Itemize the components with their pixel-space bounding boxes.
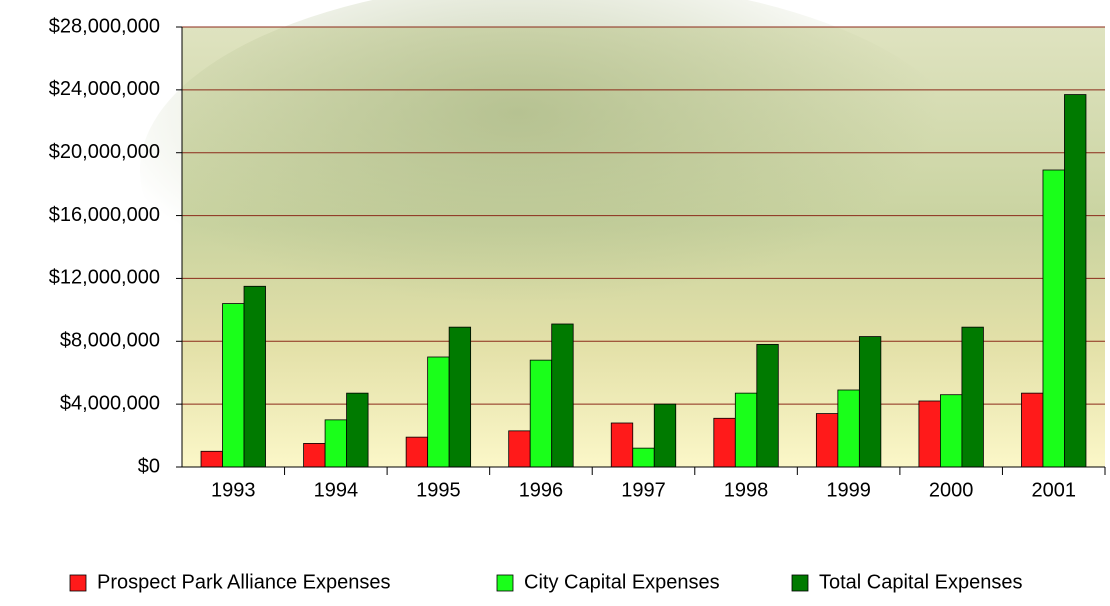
bar [325,420,347,467]
x-tick-label: 1996 [519,479,564,501]
y-tick-label: $28,000,000 [49,15,160,37]
x-tick-label: 1998 [724,479,769,501]
bar [654,404,676,467]
x-tick-label: 1993 [211,479,256,501]
x-tick-label: 1997 [621,479,666,501]
y-tick-label: $24,000,000 [49,78,160,100]
legend-swatch [497,575,513,591]
legend-swatch [70,575,86,591]
y-tick-label: $8,000,000 [60,330,160,352]
bar [201,451,223,467]
legend-label: Prospect Park Alliance Expenses [97,571,391,593]
bar [859,337,881,467]
x-tick-label: 1999 [826,479,871,501]
legend-label: City Capital Expenses [524,571,720,593]
x-tick-label: 2000 [929,479,974,501]
bar [714,418,736,467]
y-tick-label: $0 [138,455,160,477]
bar [816,414,838,467]
bar [244,286,266,467]
bar [428,357,450,467]
bar [1064,95,1086,467]
bar [838,390,860,467]
x-tick-label: 1995 [416,479,461,501]
bar [919,401,941,467]
bar [1043,170,1065,467]
y-tick-label: $12,000,000 [49,267,160,289]
bar [757,344,779,467]
y-tick-label: $4,000,000 [60,392,160,414]
bar [509,431,531,467]
legend-swatch [792,575,808,591]
bar [962,327,984,467]
bar [611,423,633,467]
bar [633,448,655,467]
bar [223,304,245,467]
x-tick-label: 2001 [1031,479,1076,501]
y-tick-label: $20,000,000 [49,141,160,163]
bar [449,327,471,467]
bar [940,395,962,467]
bar [406,437,428,467]
chart: $0 $4,000,000 $8,000,000 $12,000,000 $16,000… [0,0,1110,601]
legend-label: Total Capital Expenses [819,571,1022,593]
bar [1021,393,1042,467]
bar [735,393,757,467]
bar [530,360,552,467]
bar [347,393,369,467]
y-tick-label: $16,000,000 [49,204,160,226]
bar [552,324,574,467]
bar [304,443,326,467]
x-tick-label: 1994 [314,479,359,501]
